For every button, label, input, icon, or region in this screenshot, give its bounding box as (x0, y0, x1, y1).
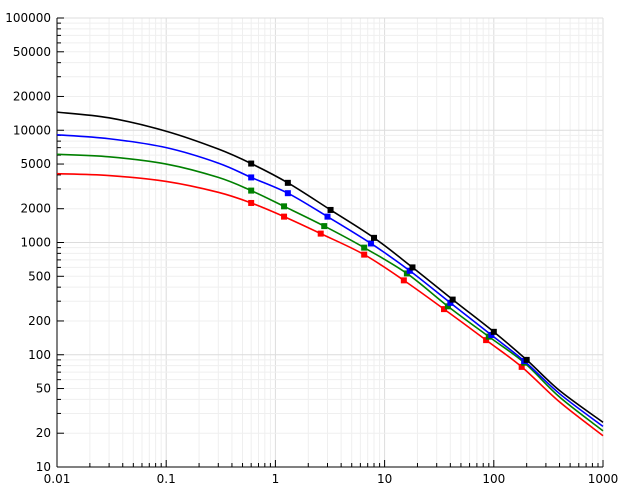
series-line (56, 153, 604, 432)
data-point (523, 356, 530, 363)
y-tick-label: 100 (28, 348, 51, 362)
y-tick-label: 50 (36, 382, 51, 396)
data-point (327, 206, 334, 213)
y-tick-label: 10 (36, 460, 51, 474)
series-0 (56, 111, 604, 423)
tick-labels: 0.01 0.1 1 10 100 1000 10 20 50 100 200 500 1000 2000… (5, 11, 618, 486)
y-tick-label: 10000 (13, 123, 51, 137)
y-tick-label: 1000 (20, 236, 51, 250)
data-point (361, 244, 368, 251)
series-group (56, 111, 604, 437)
data-point (400, 277, 407, 284)
data-point (409, 264, 416, 271)
data-point (248, 199, 255, 206)
y-tick-label: 20000 (13, 89, 51, 103)
data-point (284, 179, 291, 186)
data-point (281, 213, 288, 220)
data-point (490, 328, 497, 335)
data-point (284, 190, 291, 197)
y-tick-label: 100000 (5, 11, 51, 25)
data-point (248, 174, 255, 181)
grid (56, 17, 604, 468)
x-tick-label: 100 (482, 472, 505, 486)
series-line (56, 172, 604, 437)
y-tick-label: 500 (28, 269, 51, 283)
x-tick-label: 10 (377, 472, 392, 486)
data-point (321, 223, 328, 230)
y-tick-label: 2000 (20, 202, 51, 216)
data-point (317, 230, 324, 237)
data-point (281, 203, 288, 210)
data-point (444, 303, 451, 310)
data-point (518, 363, 525, 370)
data-point (449, 296, 456, 303)
data-point (441, 306, 448, 313)
data-point (371, 234, 378, 241)
data-point (361, 251, 368, 258)
x-tick-label: 0.1 (157, 472, 176, 486)
y-tick-label: 200 (28, 314, 51, 328)
y-tick-label: 20 (36, 426, 51, 440)
x-tick-label: 0.01 (44, 472, 71, 486)
y-tick-label: 50000 (13, 45, 51, 59)
data-point (248, 160, 255, 167)
axes (56, 17, 604, 468)
x-tick-label: 1 (272, 472, 280, 486)
data-point (483, 337, 490, 344)
data-point (447, 299, 454, 306)
data-point (324, 213, 331, 220)
data-point (488, 331, 495, 338)
data-point (367, 240, 374, 247)
data-point (248, 187, 255, 194)
series-2 (56, 153, 604, 432)
data-point (406, 267, 413, 274)
x-tick-label: 1000 (588, 472, 619, 486)
y-tick-label: 5000 (20, 157, 51, 171)
series-3 (56, 172, 604, 437)
